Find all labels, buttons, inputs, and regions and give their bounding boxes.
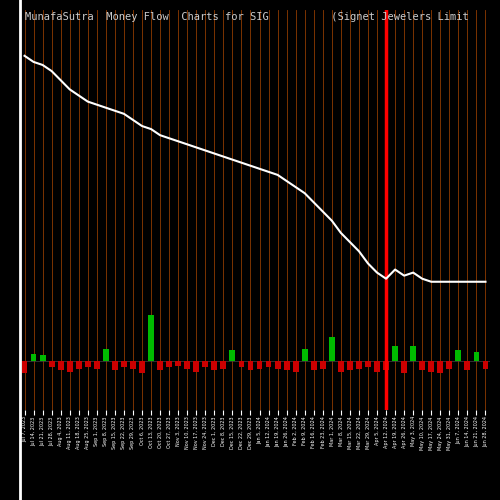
Bar	[30, 354, 36, 361]
Bar	[248, 361, 254, 370]
Bar	[311, 361, 316, 370]
Bar	[410, 346, 416, 361]
Bar	[365, 361, 371, 368]
Bar	[438, 361, 443, 374]
Bar	[67, 361, 72, 372]
Bar	[383, 361, 389, 370]
Bar	[329, 336, 335, 361]
Bar	[256, 361, 262, 369]
Bar	[374, 361, 380, 372]
Bar	[184, 361, 190, 369]
Bar	[446, 361, 452, 369]
Bar	[420, 361, 425, 370]
Bar	[474, 352, 480, 361]
Bar	[292, 361, 298, 372]
Bar	[112, 361, 118, 370]
Bar	[220, 361, 226, 369]
Bar	[230, 350, 235, 361]
Bar	[347, 361, 353, 370]
Bar	[284, 361, 290, 370]
Bar	[338, 361, 344, 372]
Text: MunafaSutra  Money Flow  Charts for SIG          (Signet Jewelers Limit: MunafaSutra Money Flow Charts for SIG (S…	[25, 12, 469, 22]
Bar	[175, 361, 181, 366]
Bar	[266, 361, 272, 368]
Bar	[392, 346, 398, 361]
Bar	[202, 361, 208, 368]
Bar	[320, 361, 326, 369]
Bar	[58, 361, 64, 370]
Bar	[85, 361, 90, 368]
Bar	[212, 361, 218, 370]
Bar	[401, 361, 407, 374]
Bar	[456, 350, 462, 361]
Bar	[76, 361, 82, 369]
Bar	[238, 361, 244, 368]
Bar	[103, 349, 109, 361]
Bar	[302, 349, 308, 361]
Bar	[274, 361, 280, 369]
Bar	[121, 361, 127, 368]
Bar	[22, 361, 28, 374]
Bar	[356, 361, 362, 369]
Bar	[40, 355, 46, 361]
Bar	[157, 361, 163, 370]
Bar	[130, 361, 136, 369]
Bar	[464, 361, 470, 370]
Bar	[148, 316, 154, 361]
Bar	[166, 361, 172, 368]
Bar	[94, 361, 100, 369]
Bar	[48, 361, 54, 368]
Bar	[482, 361, 488, 369]
Bar	[139, 361, 145, 374]
Bar	[194, 361, 199, 372]
Bar	[428, 361, 434, 372]
